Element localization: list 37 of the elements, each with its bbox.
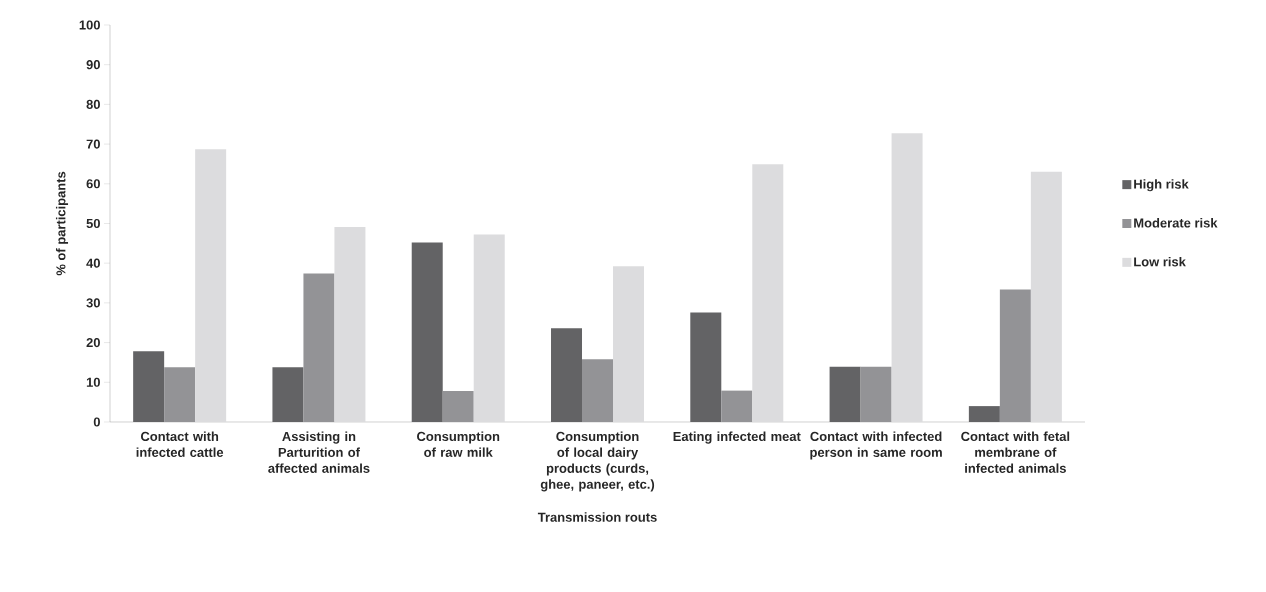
bar <box>473 234 505 422</box>
x-axis-title: Transmission routs <box>537 512 657 522</box>
x-tick-label: Eating infected meat <box>673 431 801 444</box>
x-tick-label: Contact with fetal membrane of infected animals <box>961 431 1070 473</box>
legend-label: High risk <box>1134 179 1189 192</box>
bar <box>829 366 861 422</box>
bar <box>334 227 366 422</box>
x-tick-label: Contact with infected cattle <box>136 431 224 457</box>
y-tick-label: 50 <box>86 218 100 229</box>
x-tick-label: Consumption of local dairy products (curds, ghee, paneer, etc.) <box>540 431 655 492</box>
y-axis-title: % of participants <box>55 171 69 276</box>
bar <box>551 328 583 422</box>
bar <box>133 351 165 422</box>
x-tick-label: Consumption of raw milk <box>417 431 500 457</box>
bar <box>195 149 227 422</box>
bar <box>752 164 784 422</box>
y-tick-label: 10 <box>86 377 100 387</box>
bar <box>411 242 443 422</box>
x-tick-label: Assisting in Parturition of affected animals <box>268 431 370 473</box>
y-tick-label: 0 <box>93 417 100 427</box>
y-tick-label: 20 <box>86 338 100 348</box>
y-tick-label: 90 <box>86 60 100 70</box>
y-tick-label: 100 <box>79 20 100 30</box>
legend-label: Low risk <box>1134 256 1186 267</box>
y-tick-label: 60 <box>86 179 100 189</box>
bar <box>968 406 1000 422</box>
bar <box>272 367 304 422</box>
y-tick-label: 30 <box>86 298 100 308</box>
bar <box>1030 171 1062 422</box>
bar <box>891 133 923 422</box>
legend-label: Moderate risk <box>1134 218 1218 228</box>
y-tick-label: 80 <box>86 99 100 109</box>
bar <box>613 266 645 422</box>
y-tick-label: 40 <box>86 258 100 268</box>
bar <box>690 312 722 422</box>
x-tick-label: Contact with infected person in same room <box>810 431 942 460</box>
y-tick-label: 70 <box>86 139 100 149</box>
